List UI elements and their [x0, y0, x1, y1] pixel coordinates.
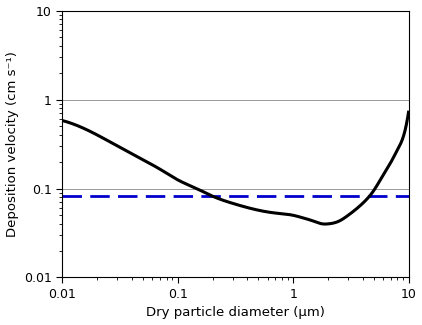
X-axis label: Dry particle diameter (μm): Dry particle diameter (μm) [146, 306, 325, 319]
Y-axis label: Deposition velocity (cm s⁻¹): Deposition velocity (cm s⁻¹) [5, 51, 19, 237]
